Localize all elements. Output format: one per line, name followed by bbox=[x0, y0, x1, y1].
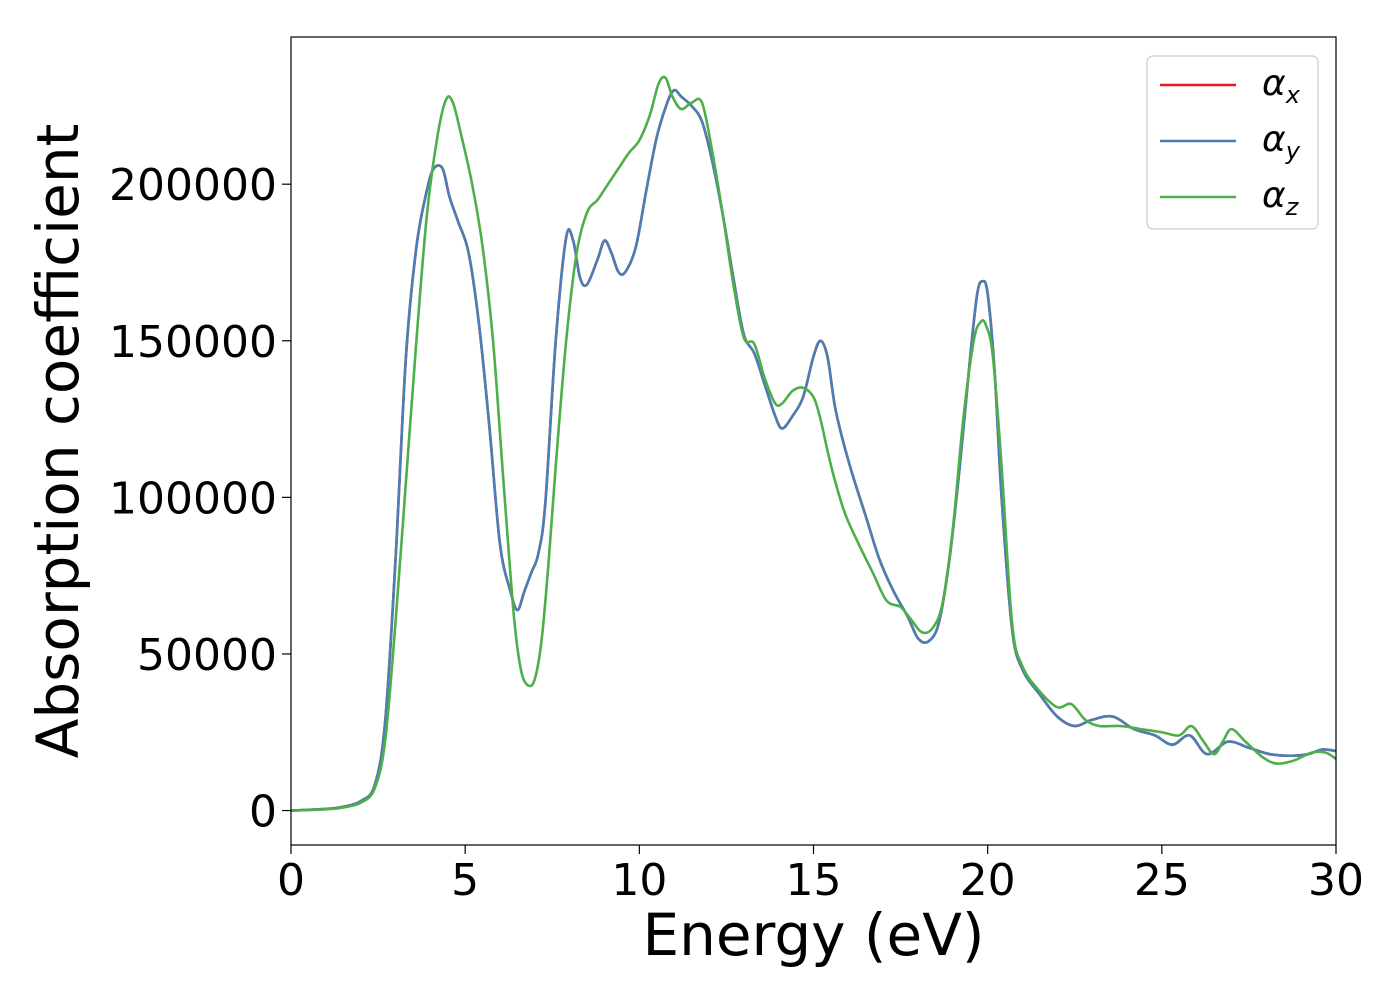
legend-label-z: αz bbox=[1262, 175, 1300, 221]
y-tick-label: 150000 bbox=[109, 317, 277, 368]
x-axis: 0 5 10 15 20 25 30 bbox=[277, 845, 1364, 906]
plot-area bbox=[291, 75, 1336, 812]
x-tick-label: 30 bbox=[1308, 855, 1364, 906]
y-axis-title: Absorption coefficient bbox=[24, 124, 92, 759]
x-tick-label: 15 bbox=[786, 855, 842, 906]
legend-label-x: αx bbox=[1262, 63, 1301, 109]
y-tick-label: 50000 bbox=[137, 630, 277, 681]
y-tick-label: 200000 bbox=[109, 160, 277, 211]
x-tick-label: 20 bbox=[960, 855, 1016, 906]
y-tick-label: 100000 bbox=[109, 473, 277, 524]
legend: αx αy αz bbox=[1146, 55, 1319, 230]
x-tick-label: 25 bbox=[1134, 855, 1190, 906]
x-tick-label: 5 bbox=[451, 855, 479, 906]
y-tick-label: 0 bbox=[249, 787, 277, 838]
x-axis-title: Energy (eV) bbox=[642, 901, 984, 969]
x-tick-label: 10 bbox=[611, 855, 667, 906]
legend-label-y: αy bbox=[1262, 119, 1301, 165]
x-tick-label: 0 bbox=[277, 855, 305, 906]
y-axis: 0 50000 100000 150000 200000 bbox=[109, 160, 291, 838]
series-line-z bbox=[291, 75, 1336, 812]
legend-box bbox=[1146, 55, 1319, 230]
